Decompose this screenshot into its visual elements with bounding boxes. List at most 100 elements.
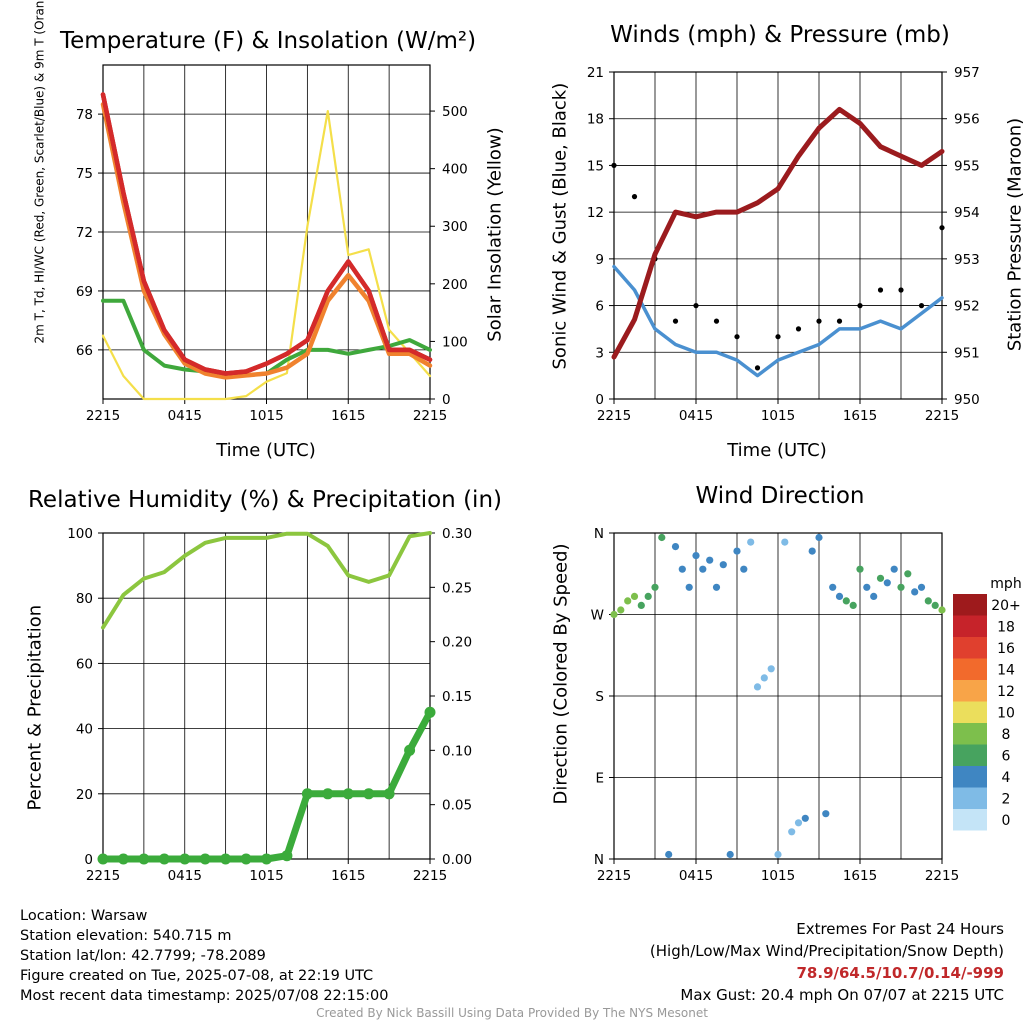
legend-label: 0 (1002, 813, 1011, 829)
gust-point (693, 303, 699, 309)
direction-point (835, 592, 844, 601)
insolation-series-line (101, 110, 432, 401)
precip-point (240, 853, 252, 865)
precip-point (281, 850, 293, 862)
precip-point (363, 788, 375, 800)
direction-point (658, 533, 666, 542)
temp-ytick-label-left: 69 (76, 284, 93, 300)
temp-ytick-label-left: 72 (76, 225, 93, 241)
rh-line (101, 531, 432, 630)
temp-ytick-label-right: 100 (442, 334, 468, 350)
precip-point (117, 853, 129, 865)
extremes-box: Extremes For Past 24 Hours (High/Low/Max… (650, 918, 1004, 1006)
legend-label: 14 (997, 662, 1015, 678)
legend-title: mph (990, 576, 1021, 592)
elevation-text: Station elevation: 540.715 m (20, 928, 232, 944)
rh-ytick-label-right: 0.15 (442, 689, 472, 705)
precip-point (404, 744, 416, 756)
temp-series-line (100, 102, 433, 380)
dir-xtick-label: 2215 (925, 868, 959, 884)
dir-xtick-label: 0415 (679, 868, 713, 884)
rh-ytick-label-right: 0.05 (442, 798, 472, 814)
wind-xtick-label: 2215 (597, 408, 631, 424)
direction-point (712, 583, 721, 591)
legend-swatch (953, 658, 987, 680)
temp-ytick-label-right: 400 (442, 162, 468, 178)
wind-panel-title: Winds (mph) & Pressure (mb) (610, 22, 950, 48)
legend-swatch (953, 744, 987, 766)
wind-ytick-label-right: 953 (954, 252, 980, 268)
gust-point (898, 287, 904, 293)
precip-point (342, 788, 354, 800)
direction-point (931, 601, 939, 610)
dir-ytick-label-left: E (595, 771, 604, 787)
dir-ytick-label-left: N (594, 852, 604, 868)
legend-label: 12 (997, 684, 1015, 700)
direction-point (624, 597, 632, 605)
gust-point (939, 225, 945, 231)
direction-point (678, 565, 686, 573)
temp-xtick-label: 1615 (331, 408, 365, 424)
direction-point (767, 665, 775, 673)
legend-label: 6 (1002, 748, 1011, 764)
direction-point (740, 565, 748, 573)
dir-xtick-label: 1615 (843, 868, 877, 884)
direction-point (904, 570, 912, 578)
rh-xtick-label: 1615 (331, 868, 365, 884)
created-text: Figure created on Tue, 2025-07-08, at 22… (20, 968, 374, 984)
rh-ytick-label-left: 100 (67, 526, 93, 542)
direction-point (801, 814, 809, 822)
extremes-title: Extremes For Past 24 Hours (796, 920, 1004, 938)
direction-point (883, 579, 891, 587)
dir-ytick-label-left: W (591, 608, 604, 624)
temp-panel-title: Temperature (F) & Insolation (W/m²) (60, 28, 477, 54)
direction-point (753, 683, 762, 691)
precip-point (322, 788, 334, 800)
wind-ytick-label-left: 21 (587, 65, 604, 81)
rh-ytick-label-right: 0.10 (442, 743, 472, 759)
wind-ytick-label-left: 9 (595, 252, 604, 268)
direction-point (733, 547, 741, 555)
gust-point (918, 303, 925, 309)
legend-swatch (953, 701, 987, 723)
wind-ytick-label-right: 951 (954, 345, 980, 361)
direction-point (863, 583, 871, 591)
wind-xtick-label: 2215 (925, 408, 959, 424)
direction-point (665, 850, 673, 859)
direction-point (856, 565, 864, 573)
rh-xtick-label: 0415 (168, 868, 202, 884)
precip-point (383, 788, 395, 800)
direction-point (842, 597, 850, 605)
latlon-text: Station lat/lon: 42.7799; -78.2089 (20, 948, 266, 964)
direction-point (815, 533, 823, 542)
legend-label: 8 (1002, 727, 1011, 743)
gust-point (857, 303, 863, 309)
rh-ytick-label-right: 0.25 (442, 580, 472, 596)
dir-xtick-label: 1015 (761, 868, 795, 884)
direction-point (719, 561, 727, 569)
temp-x-axis-label: Time (UTC) (216, 440, 316, 461)
rh-ytick-label-left: 80 (76, 591, 93, 607)
direction-point (870, 592, 878, 601)
precip-point (220, 853, 232, 865)
dir-panel-title: Wind Direction (695, 483, 865, 509)
direction-point (829, 583, 837, 591)
precip-point (199, 853, 211, 865)
wind-ytick-label-right: 955 (954, 158, 980, 174)
direction-point (699, 565, 707, 573)
direction-point (651, 583, 659, 591)
precip-point (301, 788, 313, 800)
wind-ytick-label-left: 0 (595, 392, 604, 408)
legend-swatch (953, 766, 987, 788)
rh-ytick-label-left: 60 (76, 656, 93, 672)
direction-point (938, 606, 946, 614)
direction-point (788, 828, 796, 836)
precip-point (138, 853, 150, 865)
wind-ytick-label-left: 6 (595, 299, 604, 315)
direction-point (610, 610, 618, 619)
gust-point (754, 365, 761, 371)
wind-ytick-label-right: 957 (954, 65, 980, 81)
location-text: Location: Warsaw (20, 908, 148, 924)
precip-point (261, 853, 272, 865)
